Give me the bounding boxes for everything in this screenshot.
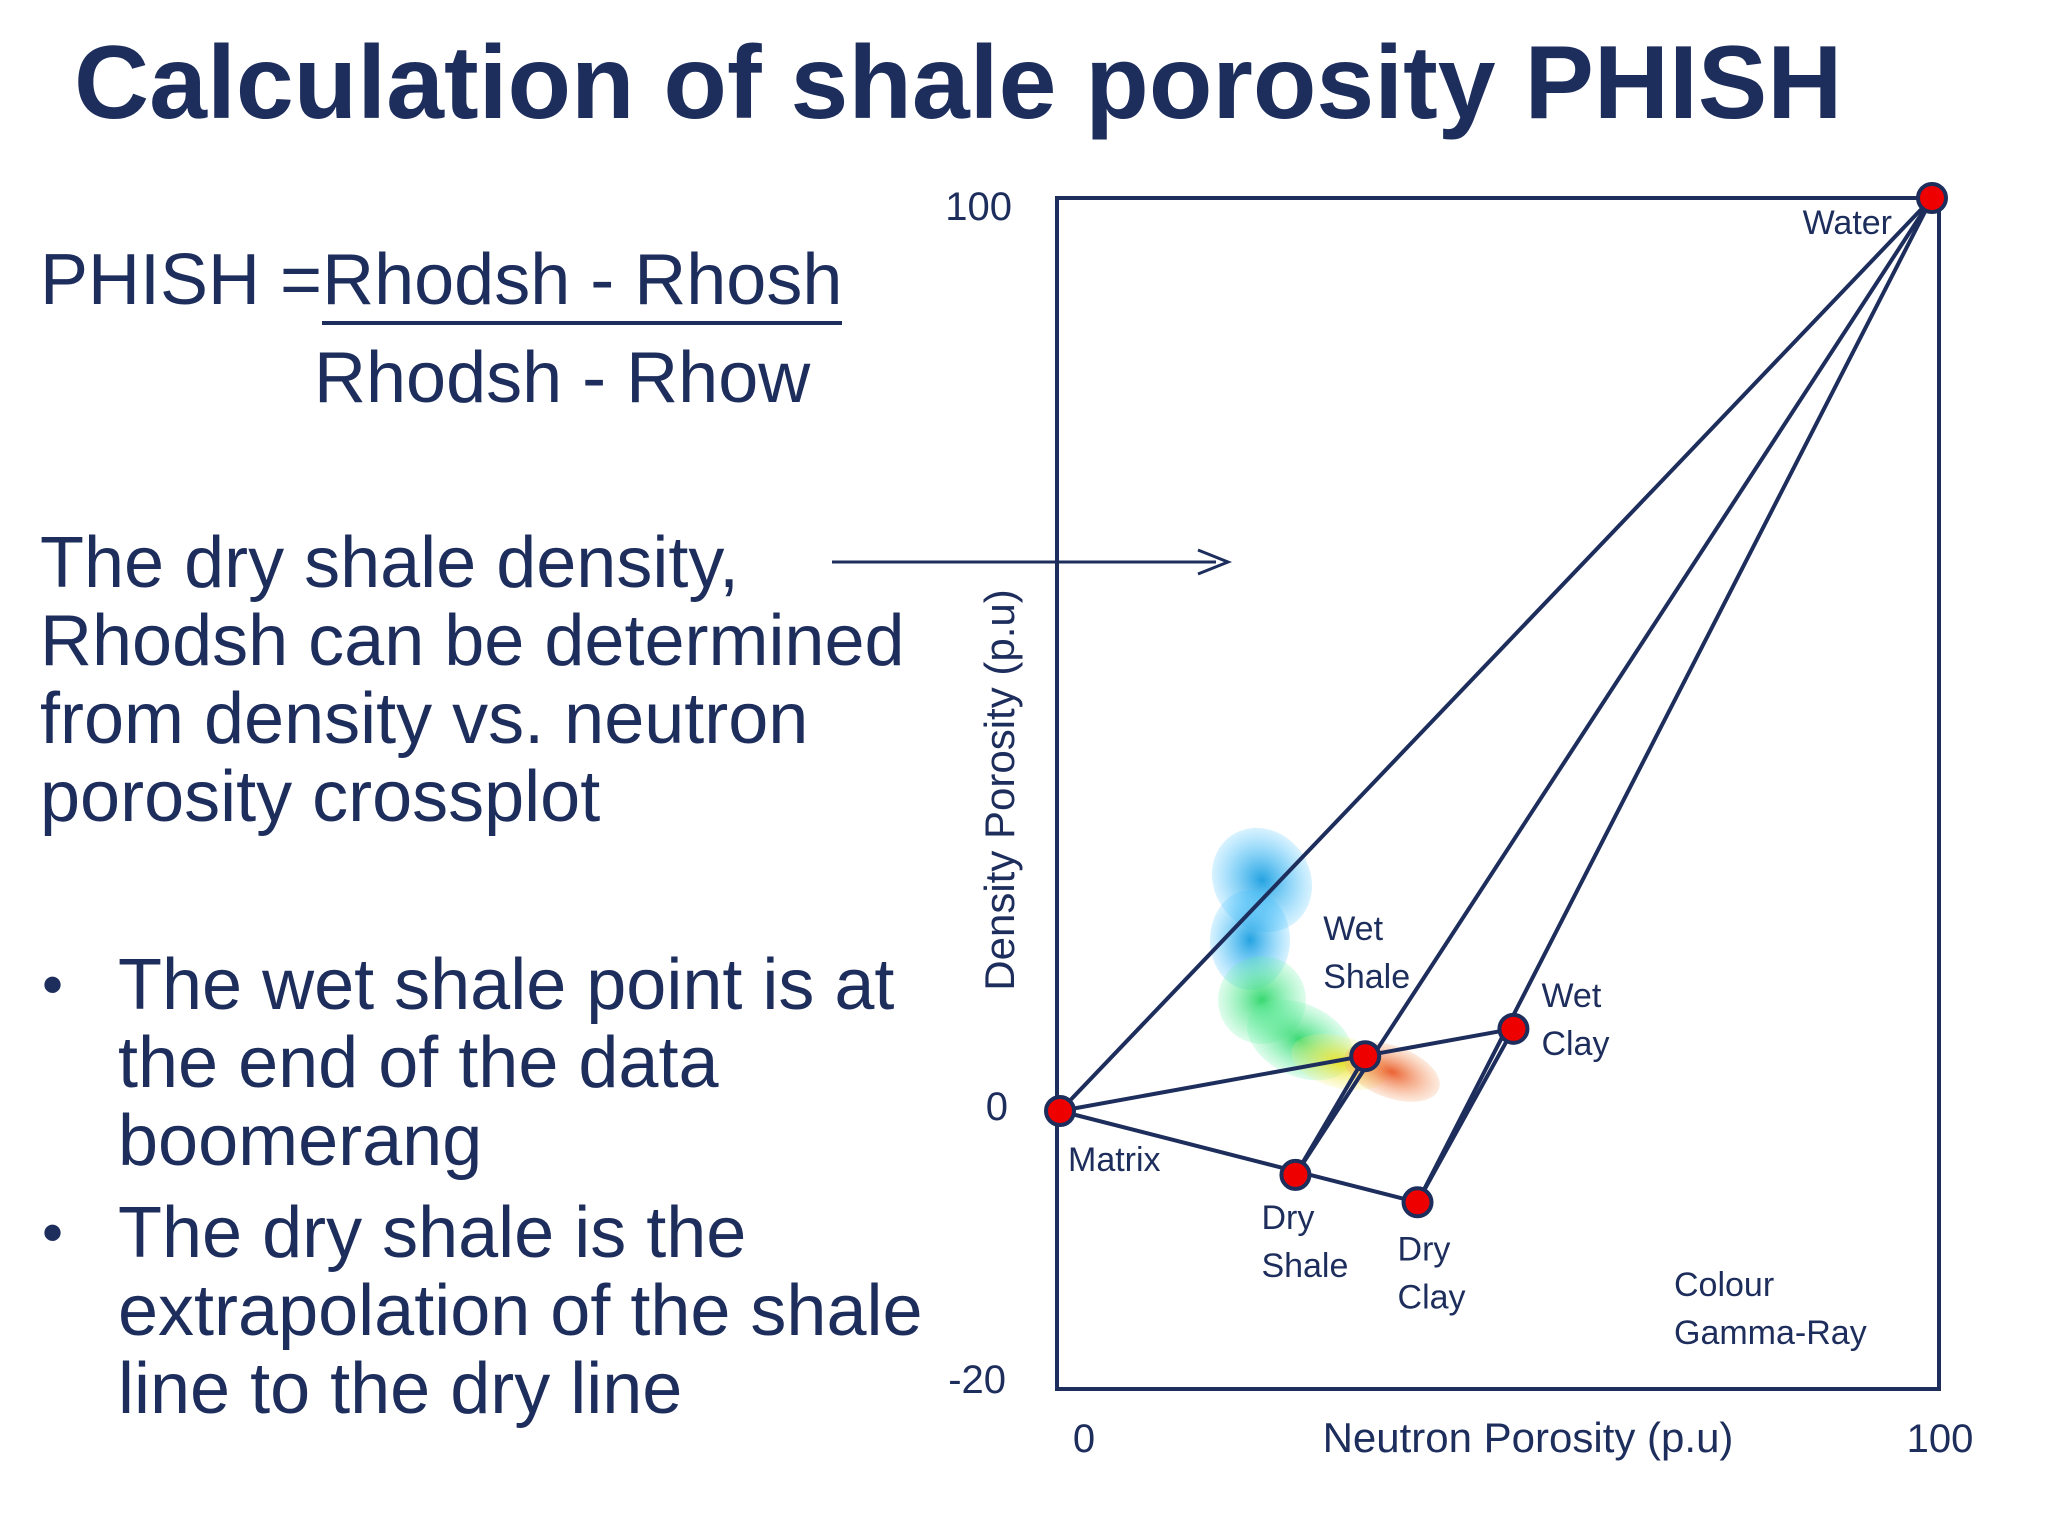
wet-clay-label: Clay <box>1541 1025 1609 1063</box>
dry-clay-label: Dry <box>1398 1230 1451 1268</box>
crossplot-point-labels: Matrix Water Wet Shale Wet Clay Dry Shale Dry Cla… <box>1068 204 1892 1316</box>
connector-line-dry-clay-water <box>1415 197 1934 1204</box>
water-point <box>1916 182 1948 214</box>
x-axis-title: Neutron Porosity (p.u) <box>1323 1414 1734 1461</box>
connector-line-dry-shale-water <box>1293 196 1934 1177</box>
connector-line-matrix-dry-clay <box>1059 1109 1419 1205</box>
wet-shale-label: Wet <box>1323 910 1383 948</box>
dry-clay-point <box>1401 1186 1434 1219</box>
crossplot-lines <box>1058 196 1934 1205</box>
formula-numerator: Rhodsh - Rhosh <box>322 239 843 325</box>
formula-denominator: Rhodsh - Rhow <box>314 338 811 418</box>
x-tick-label: 0 <box>1073 1417 1095 1461</box>
x-tick-label: 100 <box>1907 1417 1974 1461</box>
bullet-text: The wet shale point is at the end of the… <box>118 945 895 1181</box>
bullet-item: • The wet shale point is at the end of t… <box>40 946 960 1180</box>
connector-line-matrix-wet-clay <box>1059 1026 1514 1113</box>
bullet-text: The dry shale is the extrapolation of th… <box>118 1193 923 1429</box>
bullet-icon: • <box>42 1199 64 1266</box>
colour-note-line: Gamma-Ray <box>1674 1314 1867 1352</box>
colour-note-line: Colour <box>1674 1266 1774 1304</box>
wet-clay-point <box>1497 1012 1530 1045</box>
dry-shale-label: Shale <box>1261 1247 1348 1285</box>
bullet-item: • The dry shale is the extrapolation of … <box>40 1194 960 1428</box>
connector-line-dry-shale-wet-shale <box>1293 1055 1367 1176</box>
y-axis-title: Density Porosity (p.u) <box>976 589 1023 990</box>
matrix-label: Matrix <box>1068 1141 1161 1179</box>
formula-lhs: PHISH = <box>40 240 323 320</box>
matrix-point <box>1044 1095 1076 1127</box>
explanation-paragraph: The dry shale density, Rhodsh can be det… <box>40 523 905 837</box>
y-tick-label: 100 <box>945 185 1012 229</box>
water-label: Water <box>1803 204 1892 242</box>
dry-shale-point <box>1279 1158 1312 1191</box>
y-tick-label: -20 <box>948 1358 1006 1402</box>
connector-line-dry-clay-wet-clay <box>1415 1027 1516 1204</box>
y-tick-label: 0 <box>986 1085 1008 1129</box>
connector-line-matrix-water <box>1058 196 1934 1113</box>
wet-clay-label: Wet <box>1541 977 1601 1015</box>
pointer-arrow <box>832 548 1233 576</box>
slide-title: Calculation of shale porosity PHISH <box>74 25 1843 141</box>
phish-formula: PHISH = Rhodsh - Rhosh Rhodsh - Rhow <box>40 232 843 418</box>
plot-frame <box>1055 196 1941 1391</box>
bullet-list: • The wet shale point is at the end of t… <box>40 946 960 1442</box>
dry-clay-label: Clay <box>1398 1278 1466 1316</box>
bullet-icon: • <box>42 951 64 1018</box>
dry-shale-label: Dry <box>1261 1199 1314 1237</box>
crossplot-points <box>1044 182 1948 1219</box>
wet-shale-point <box>1349 1040 1382 1073</box>
wet-shale-label: Shale <box>1323 958 1410 996</box>
